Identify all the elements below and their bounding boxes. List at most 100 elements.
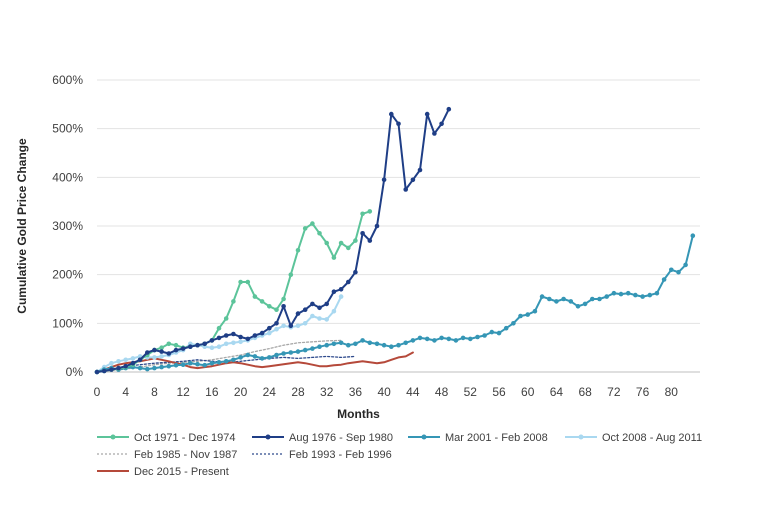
data-point [159,345,164,351]
data-point [669,267,674,273]
data-point [496,330,502,336]
x-tick-label: 20 [234,385,248,399]
data-point [252,333,258,338]
data-point [209,338,215,343]
data-point [503,325,509,331]
data-point [288,272,294,278]
data-point [259,330,265,336]
data-point [396,121,401,127]
data-point [159,364,164,370]
data-point [180,362,186,368]
data-point [360,338,365,343]
data-point [137,365,143,371]
data-point [633,292,638,298]
data-point [188,360,193,366]
data-point [338,294,344,299]
data-point [640,294,645,299]
data-point [439,121,444,127]
y-tick-label: 600% [52,73,83,87]
data-point [310,313,315,319]
data-point [259,299,265,304]
data-point [331,308,337,314]
data-point [410,338,416,343]
data-point [238,279,243,285]
data-point [166,341,172,347]
data-point [582,301,588,307]
data-point [302,321,308,326]
data-point [281,296,286,302]
data-point [223,341,229,347]
data-point [590,296,595,302]
data-point [353,341,358,347]
legend-label: Oct 2008 - Aug 2011 [602,432,702,444]
data-point [216,325,222,331]
y-axis-title: Cumulative Gold Price Change [15,138,29,314]
data-point [331,341,337,347]
data-point [389,111,394,117]
data-point [259,356,265,361]
legend-marker [265,434,271,440]
data-point [618,291,624,297]
data-point [109,360,114,366]
data-point [446,336,452,342]
data-point [353,269,358,275]
data-point [145,350,150,355]
data-point [417,167,423,173]
data-point [568,299,574,304]
data-point [346,342,351,348]
data-point [267,330,272,336]
data-point [424,111,430,117]
data-point [676,269,681,275]
data-point [439,335,444,341]
data-point [381,342,387,348]
x-tick-label: 52 [464,385,478,399]
series-line [96,108,450,373]
data-point [310,221,315,226]
y-tick-label: 400% [52,170,83,184]
data-point [245,279,251,285]
data-point [245,352,251,358]
y-tick-label: 0% [66,365,84,379]
data-point [511,321,516,326]
data-point [173,347,179,353]
data-point [101,368,107,374]
data-point [353,238,358,243]
data-point [274,321,279,326]
data-point [346,245,351,251]
x-tick-label: 28 [291,385,305,399]
x-tick-label: 24 [263,385,277,399]
data-point [396,342,401,348]
data-point [482,333,487,338]
data-point [338,340,344,346]
data-point [267,355,272,360]
data-point [145,366,150,372]
x-tick-label: 68 [578,385,592,399]
data-point [223,316,229,321]
data-point [432,131,437,136]
data-point [295,311,301,316]
data-point [597,296,602,302]
data-point [561,296,566,302]
y-tick-label: 100% [52,316,83,330]
data-point [152,355,157,360]
data-point [338,240,344,246]
legend-label: Aug 1976 - Sep 1980 [289,432,393,444]
data-point [267,304,272,309]
data-point [324,342,330,348]
data-point [403,187,409,192]
data-point [274,307,279,313]
x-axis-ticks: 0 4 8 12 16 20 24 28 32 36 40 44 48 52 56 60 64 68 72 76 80 [94,385,679,399]
data-point [295,349,301,354]
data-point [324,240,330,246]
data-point [417,335,423,341]
data-point [295,323,301,329]
x-tick-label: 56 [492,385,506,399]
data-point [360,231,365,236]
data-point [252,294,258,299]
data-point [173,342,179,348]
x-tick-label: 12 [176,385,190,399]
x-axis-title: Months [337,407,380,421]
data-point [302,307,308,313]
data-point [216,344,222,350]
data-point [446,106,452,112]
